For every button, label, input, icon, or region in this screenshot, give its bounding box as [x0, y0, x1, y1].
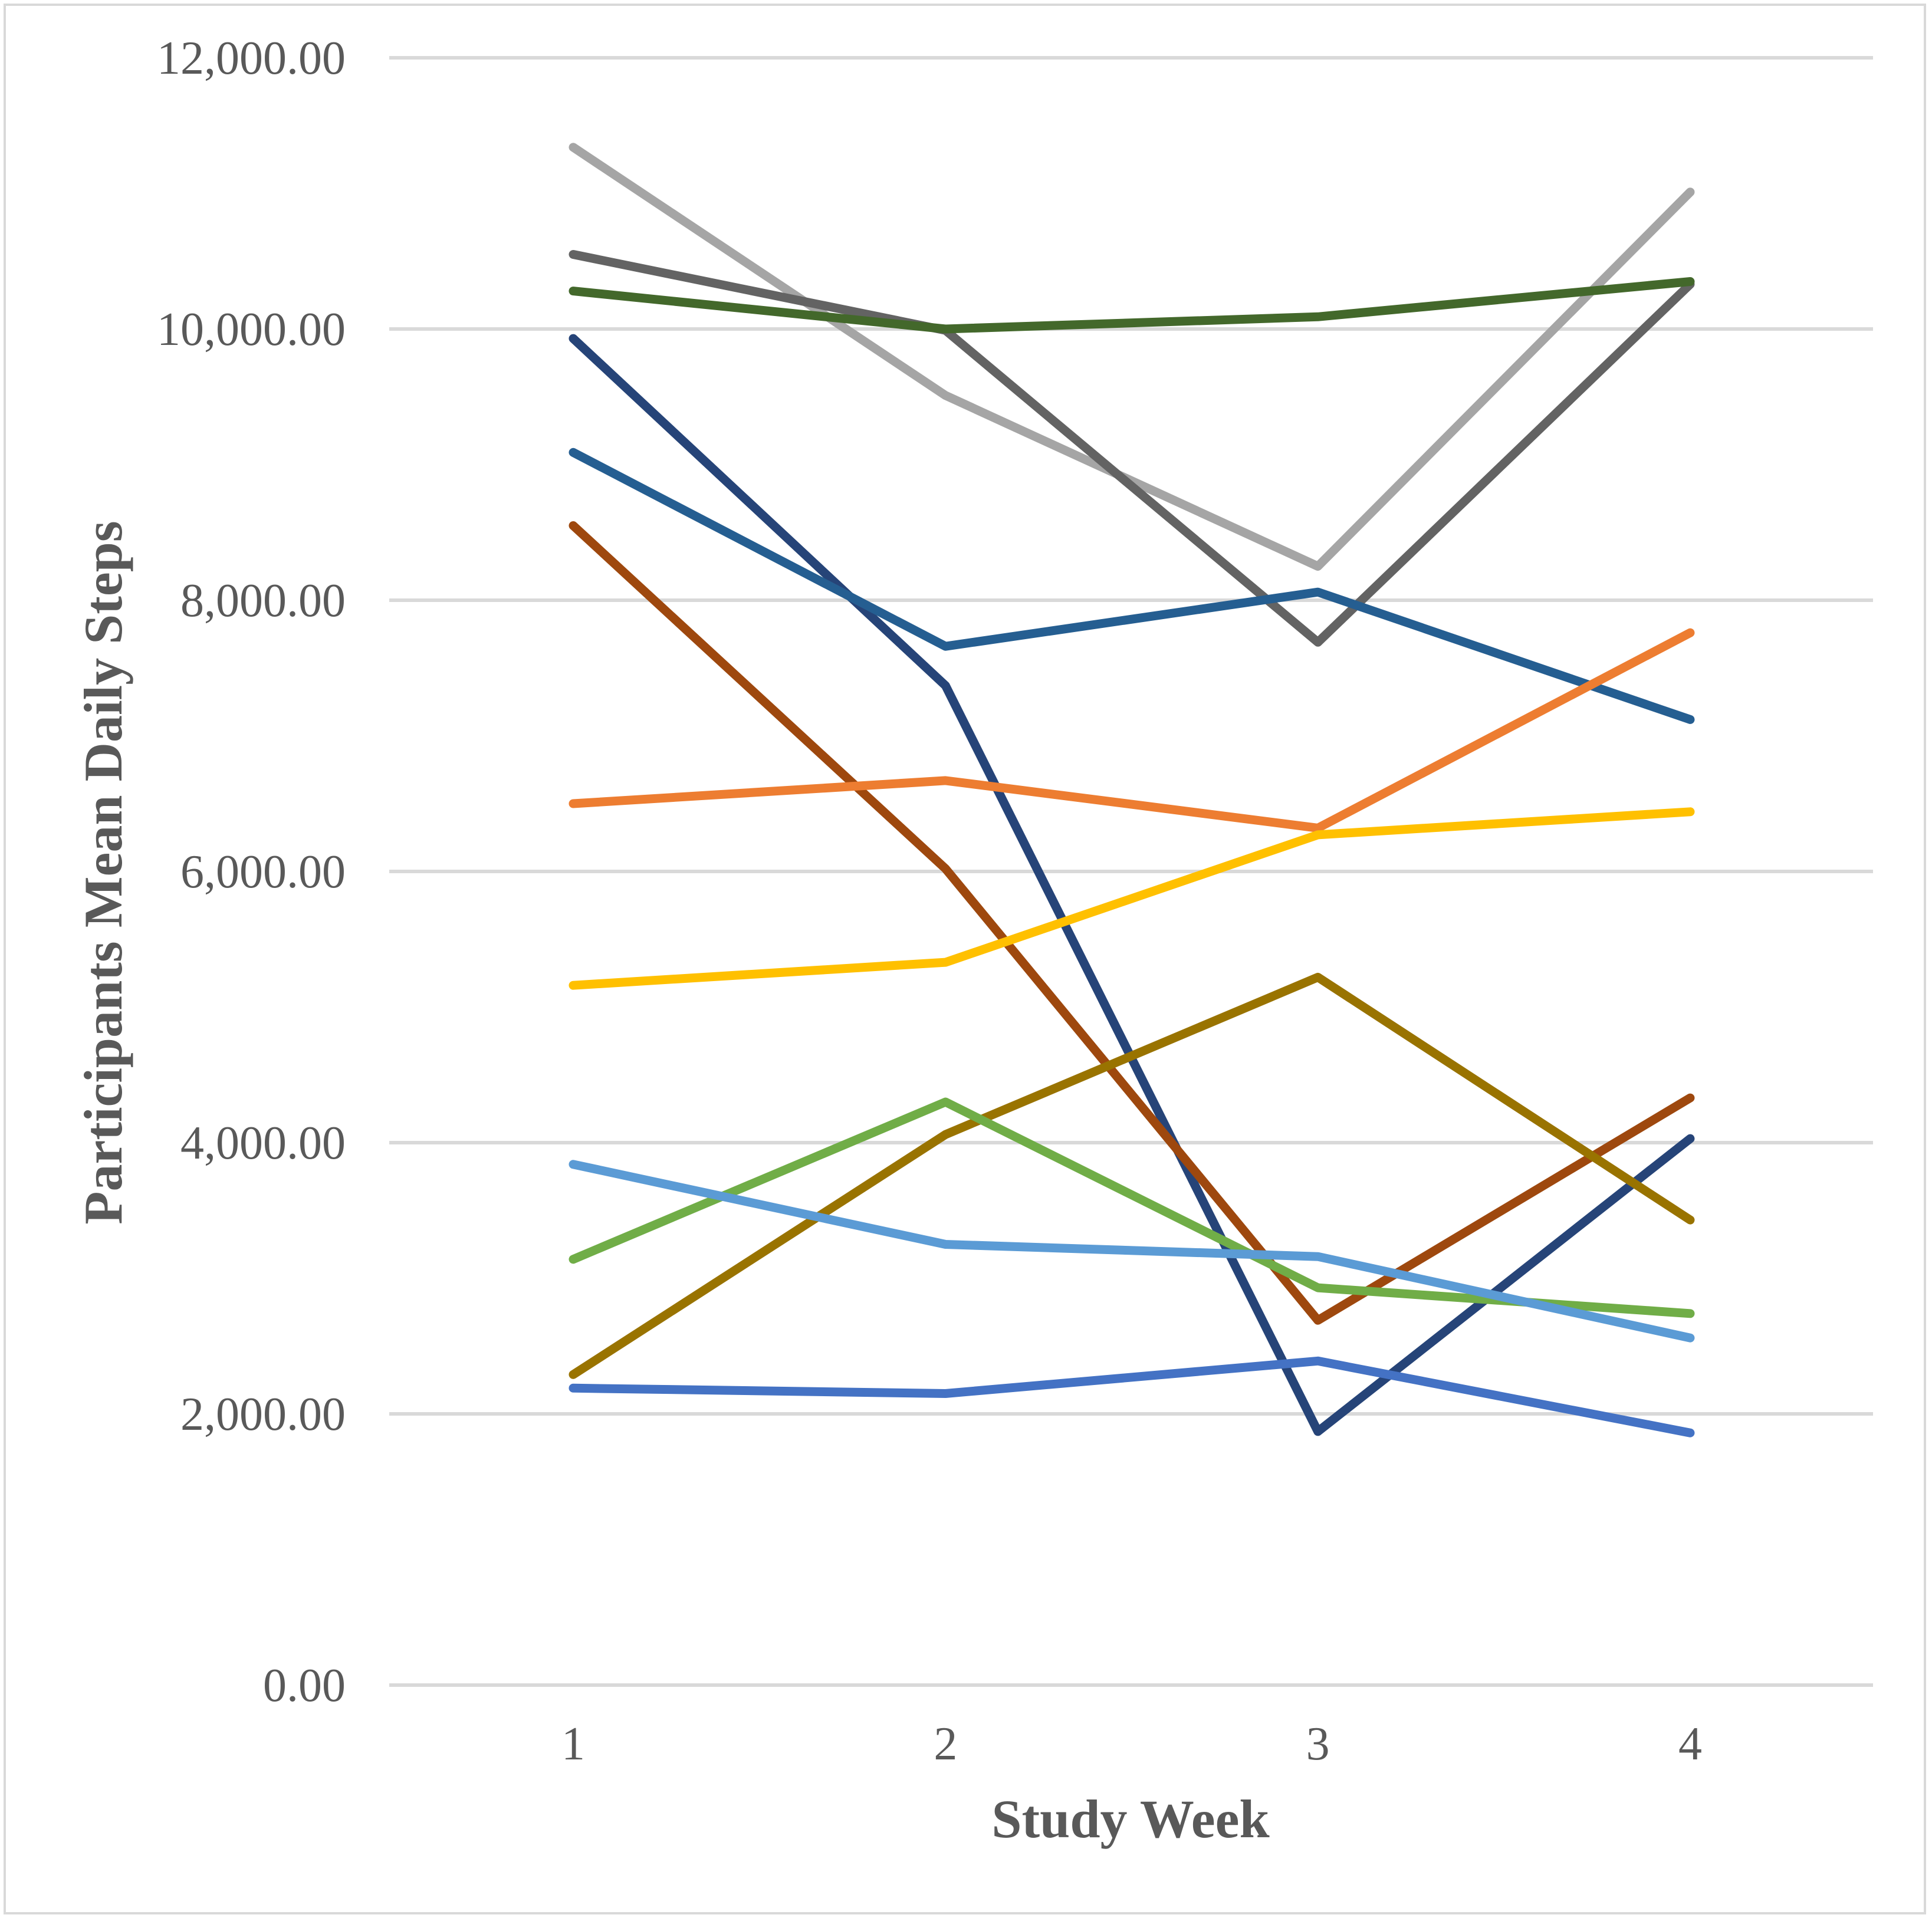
- series-line-gold: [569, 807, 1695, 990]
- series-lines: [569, 143, 1695, 1437]
- y-tick-label-3: 6,000.00: [180, 846, 346, 898]
- y-axis-tick-labels: 0.00 2,000.00 4,000.00 6,000.00 8,000.00 10,0…: [157, 32, 346, 1712]
- y-tick-label-4: 8,000.00: [180, 575, 346, 627]
- series-line-orange: [569, 628, 1695, 833]
- y-tick-label-5: 10,000.00: [157, 304, 346, 356]
- series-line-dark-gray: [569, 250, 1695, 647]
- x-tick-label-2: 3: [1306, 1718, 1330, 1770]
- x-axis-title: Study Week: [991, 1789, 1270, 1849]
- x-tick-label-3: 4: [1678, 1718, 1702, 1770]
- y-tick-label-1: 2,000.00: [180, 1389, 346, 1440]
- series-line-steel-blue: [569, 448, 1695, 724]
- series-line-light-blue: [569, 1160, 1695, 1343]
- gridlines: [389, 56, 1873, 1687]
- y-tick-label-0: 0.00: [263, 1660, 346, 1712]
- series-line-rust: [569, 521, 1695, 1325]
- y-axis-title: Participants Mean Daily Steps: [73, 521, 133, 1224]
- series-line-royal-blue: [569, 1356, 1695, 1437]
- series-line-olive: [569, 972, 1695, 1379]
- series-line-light-gray: [569, 143, 1695, 571]
- x-axis-tick-labels: 1 2 3 4: [561, 1718, 1702, 1770]
- y-tick-label-6: 12,000.00: [157, 32, 346, 84]
- y-tick-label-2: 4,000.00: [180, 1117, 346, 1169]
- x-tick-label-1: 2: [934, 1718, 957, 1770]
- series-line-green: [569, 1097, 1695, 1318]
- series-line-dark-green: [569, 277, 1695, 334]
- x-tick-label-0: 1: [561, 1718, 585, 1770]
